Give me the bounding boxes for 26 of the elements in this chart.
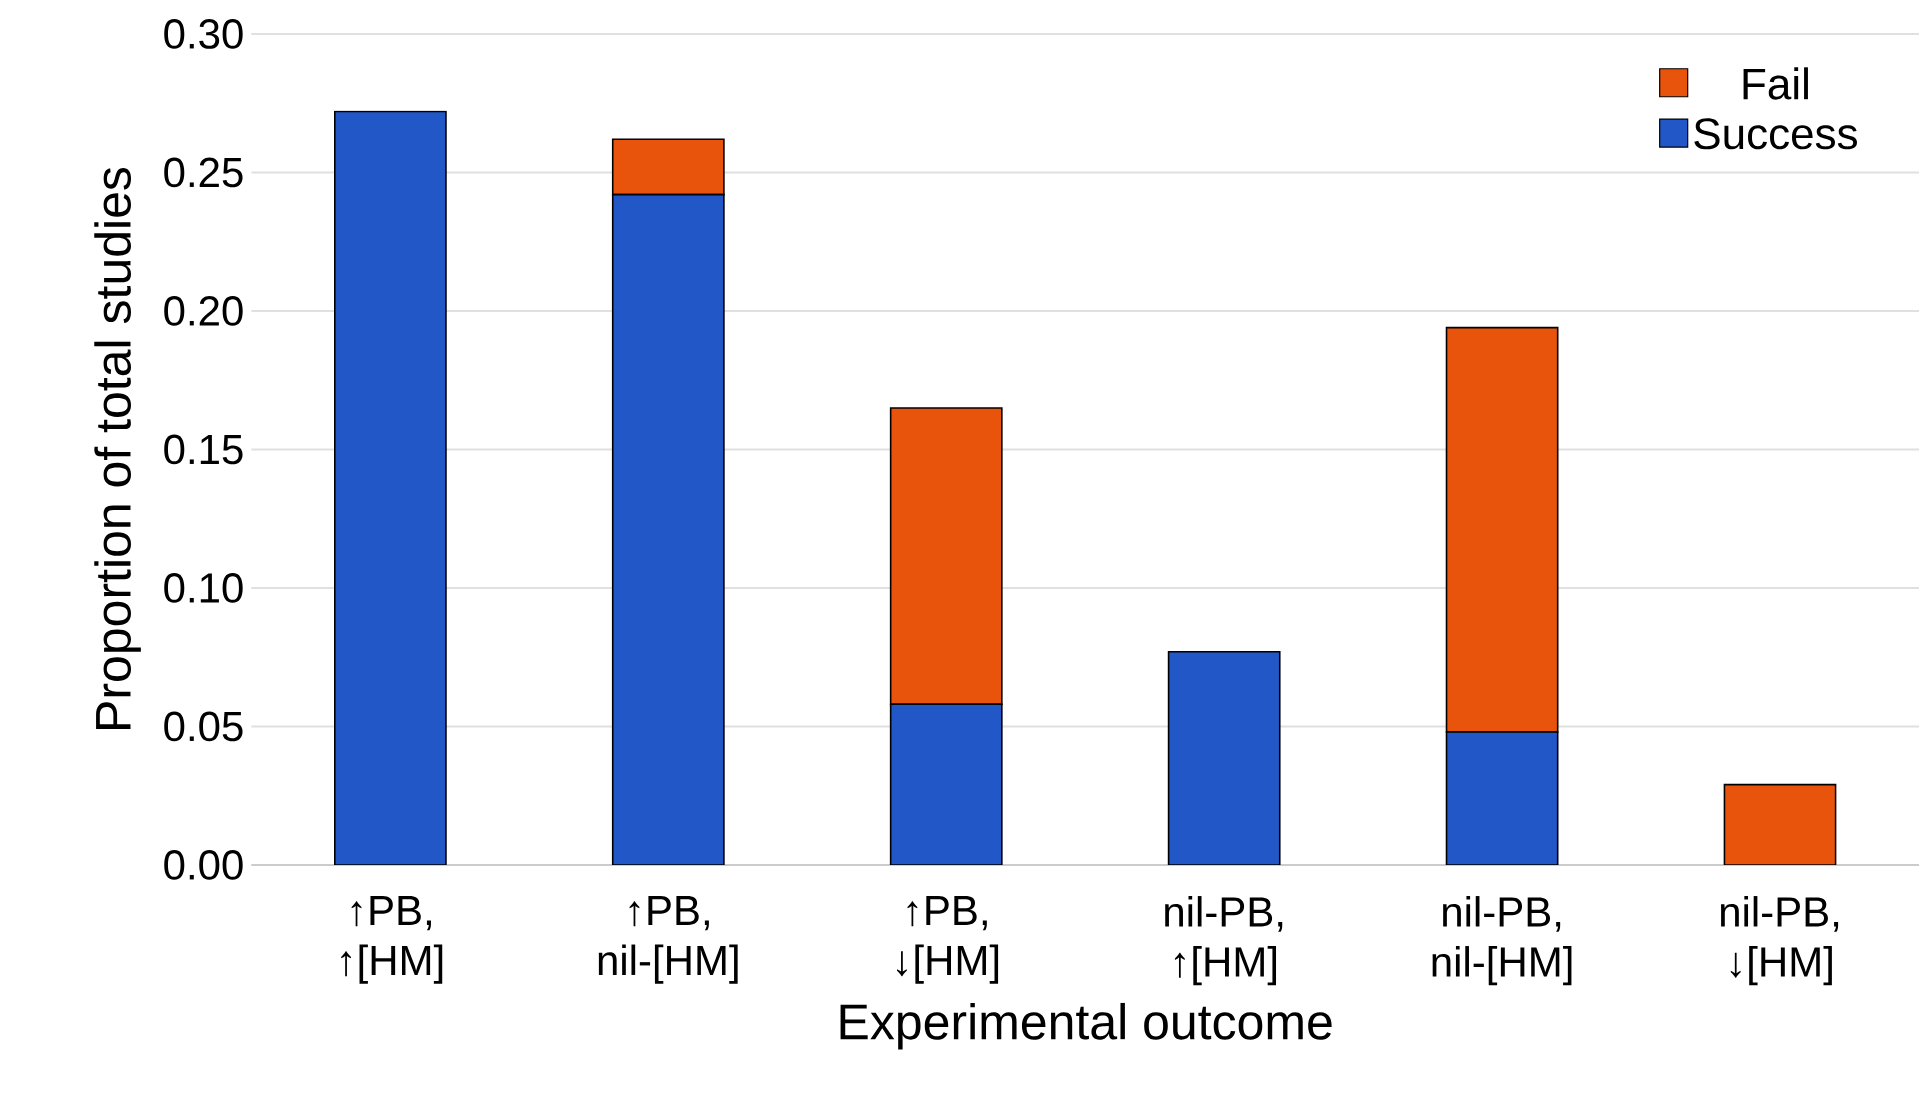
x-tick-label: nil-PB, ↓[HM] xyxy=(1720,896,1839,986)
x-tick-label: ↑PB, nil-[HM] xyxy=(598,896,738,984)
bar xyxy=(1445,731,1559,865)
y-tick-label: 0.15 xyxy=(164,434,243,465)
bar xyxy=(1167,650,1281,865)
x-tick-label: nil-PB, ↑[HM] xyxy=(1165,896,1283,986)
y-tick-label: 0.25 xyxy=(164,157,243,188)
bar xyxy=(889,703,1003,865)
y-tick-label: 0.20 xyxy=(164,296,243,326)
y-axis-title: Proportion of total studies xyxy=(94,167,141,729)
x-tick-label: ↑PB, ↑[HM] xyxy=(341,896,443,984)
bar xyxy=(611,138,725,196)
x-tick-label: nil-PB, nil-[HM] xyxy=(1432,896,1572,986)
legend-label: Fail xyxy=(1743,67,1808,100)
x-tick-label: ↑PB, ↓[HM] xyxy=(896,896,999,984)
bar xyxy=(1723,783,1837,865)
bar xyxy=(333,110,447,865)
bar xyxy=(889,407,1003,706)
bar xyxy=(611,193,725,865)
x-axis-title: Experimental outcome xyxy=(840,1002,1332,1050)
y-tick-label: 0.10 xyxy=(164,573,243,603)
bar xyxy=(1445,326,1559,733)
legend-label: Success xyxy=(1694,118,1857,150)
y-tick-label: 0.05 xyxy=(164,711,243,742)
y-tick-label: 0.00 xyxy=(164,850,243,880)
y-tick-label: 0.30 xyxy=(164,19,243,49)
